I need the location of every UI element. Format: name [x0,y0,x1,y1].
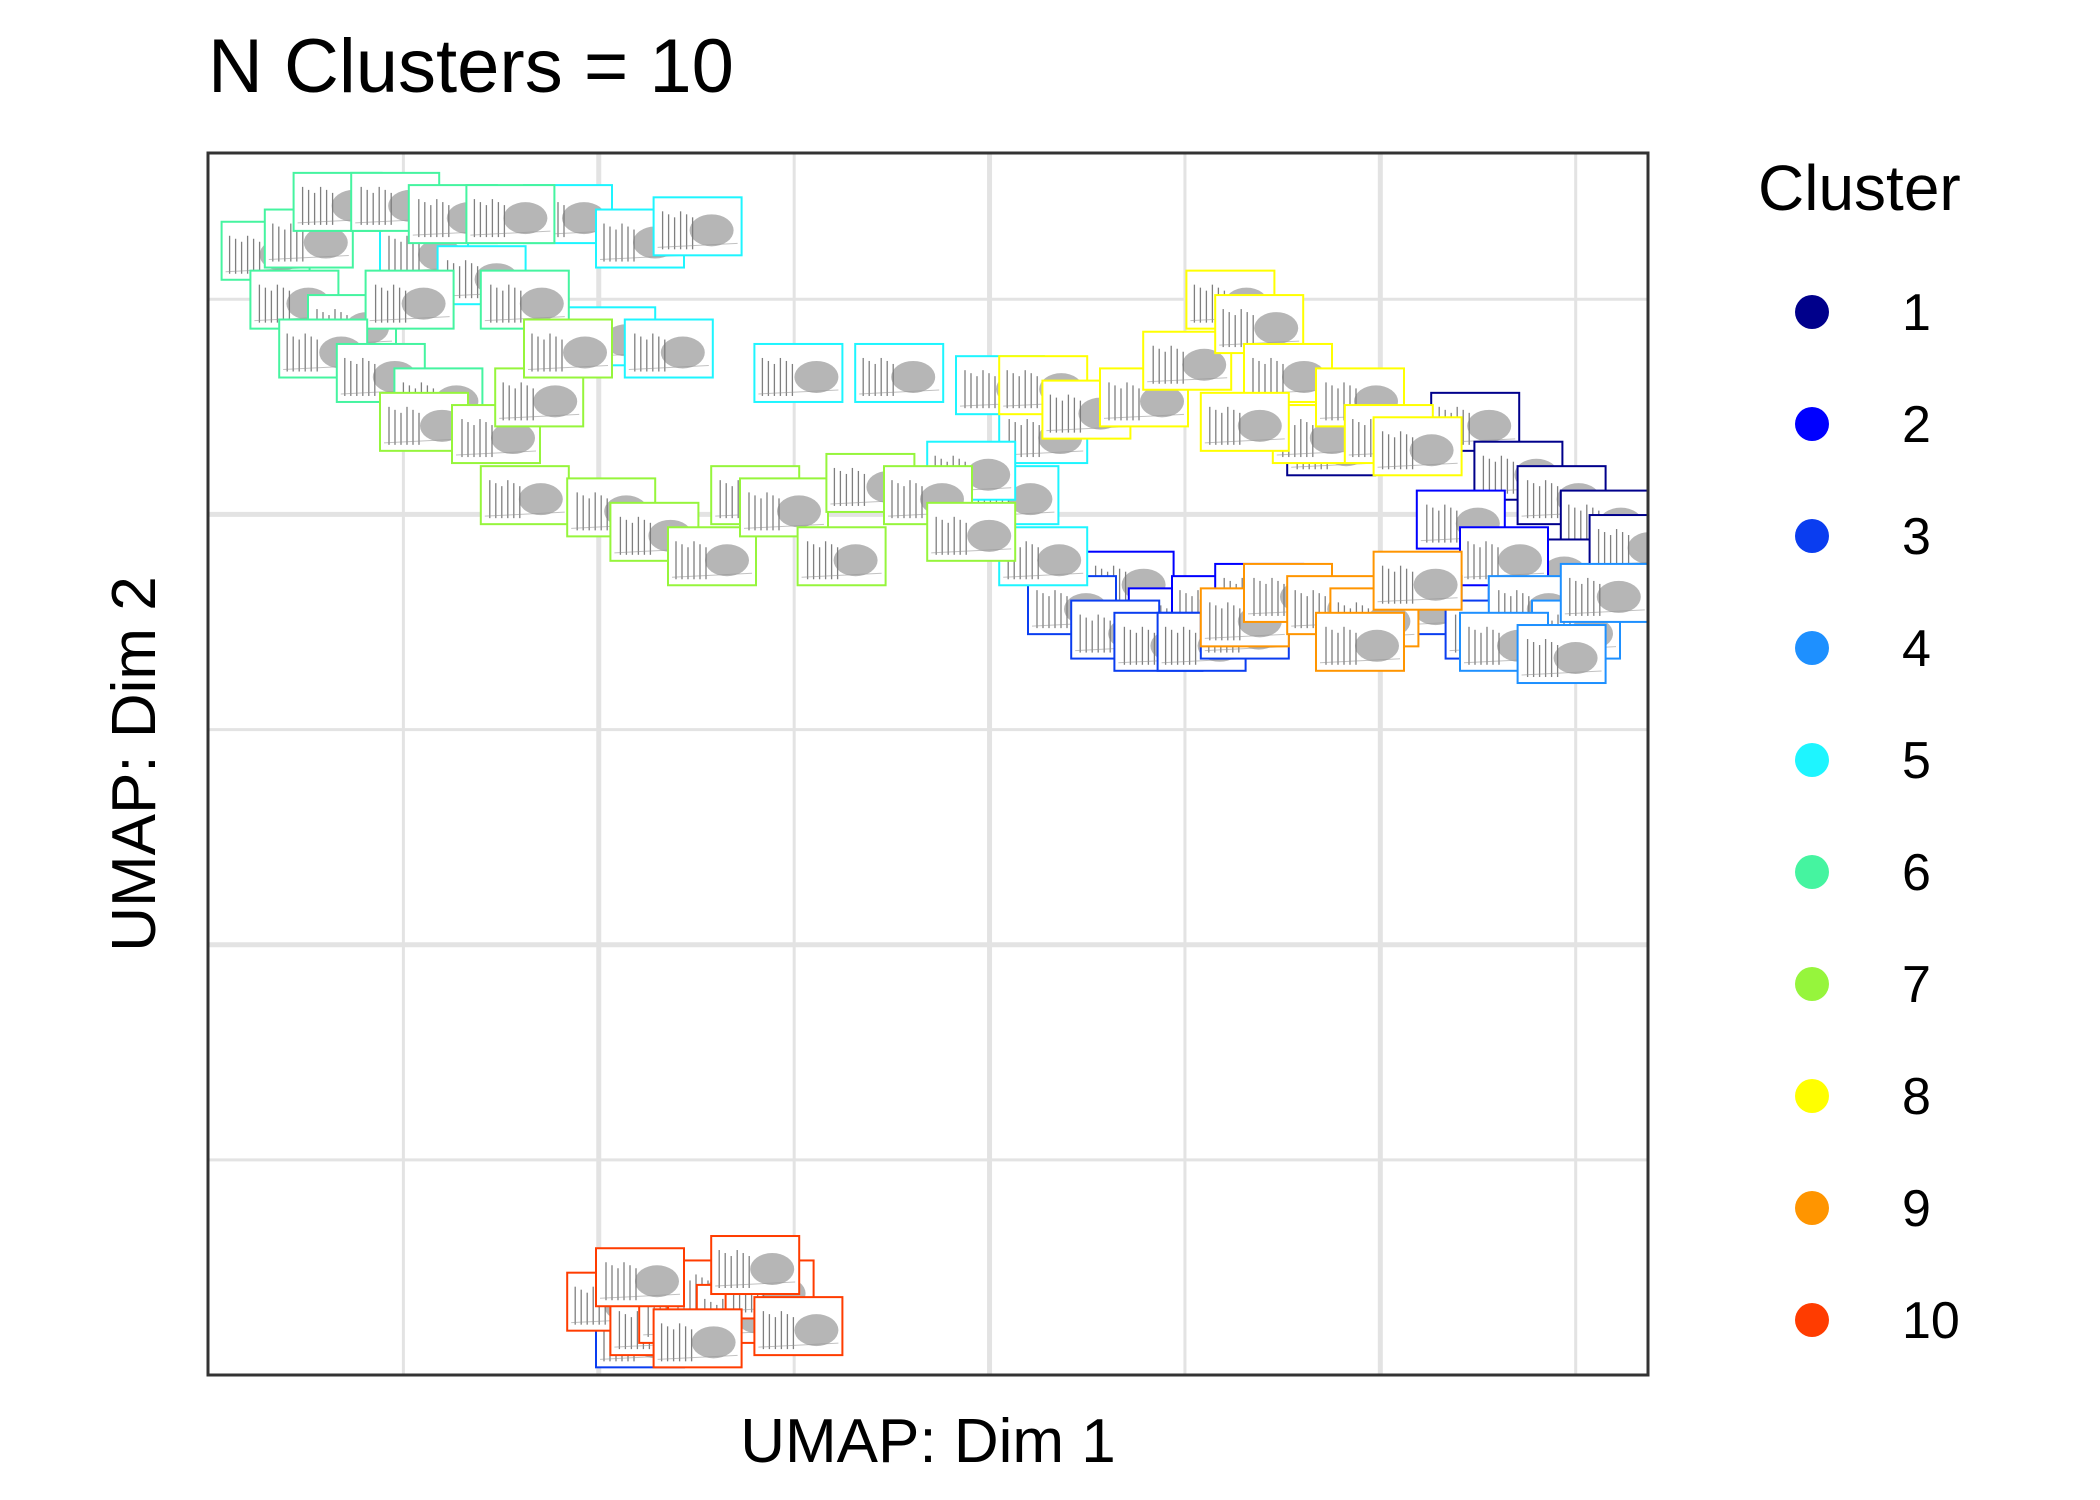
legend-key-6 [1795,855,1829,889]
data-points [220,171,1648,1369]
cluster-10-point [710,1235,801,1296]
legend-key-2 [1795,407,1829,441]
cluster-10-point [595,1247,685,1308]
legend-key-10 [1795,1303,1829,1337]
cluster-9-point [1372,550,1463,611]
legend-key-8 [1795,1079,1829,1113]
cluster-10-point [652,1308,743,1369]
legend-title: Cluster [1758,152,1961,224]
cluster-5-point [652,196,743,257]
legend-label-1: 1 [1902,284,1931,342]
legend-key-5 [1795,743,1829,777]
legend-key-3 [1795,519,1829,553]
x-axis-label: UMAP: Dim 1 [740,1407,1115,1476]
y-axis-label: UMAP: Dim 2 [100,576,169,951]
cluster-5-point [753,342,844,403]
cluster-7-point [926,501,1017,562]
cluster-9-point [1315,611,1405,672]
cluster-6-point [465,184,556,245]
legend-key-9 [1795,1191,1829,1225]
cluster-5-point [623,318,714,379]
legend-key-4 [1795,631,1829,665]
legend-key-7 [1795,967,1829,1001]
legend-label-2: 2 [1902,396,1931,454]
plot-panel [208,153,1648,1375]
legend-label-10: 10 [1902,1292,1960,1350]
cluster-8-point [1372,416,1463,477]
legend-key-1 [1795,295,1829,329]
legend: Cluster 1 2 3 4 5 6 7 8 9 10 [1758,152,1961,1350]
cluster-8-point [1199,391,1290,452]
legend-label-7: 7 [1902,956,1931,1014]
cluster-4-point [1516,624,1607,685]
cluster-7-point [479,465,570,526]
legend-label-4: 4 [1902,620,1931,678]
legend-label-5: 5 [1902,732,1931,790]
plot-panel-border [206,151,1650,1377]
cluster-5-point [854,342,945,403]
legend-label-3: 3 [1902,508,1931,566]
cluster-10-point [753,1296,844,1357]
cluster-7-point [796,526,887,587]
legend-label-9: 9 [1902,1180,1931,1238]
legend-label-8: 8 [1902,1068,1931,1126]
chart-title: N Clusters = 10 [208,24,734,109]
cluster-7-point [523,318,613,379]
cluster-6-point [364,269,455,330]
legend-label-6: 6 [1902,844,1931,902]
cluster-7-point [739,477,829,538]
cluster-4-point [1559,562,1648,623]
